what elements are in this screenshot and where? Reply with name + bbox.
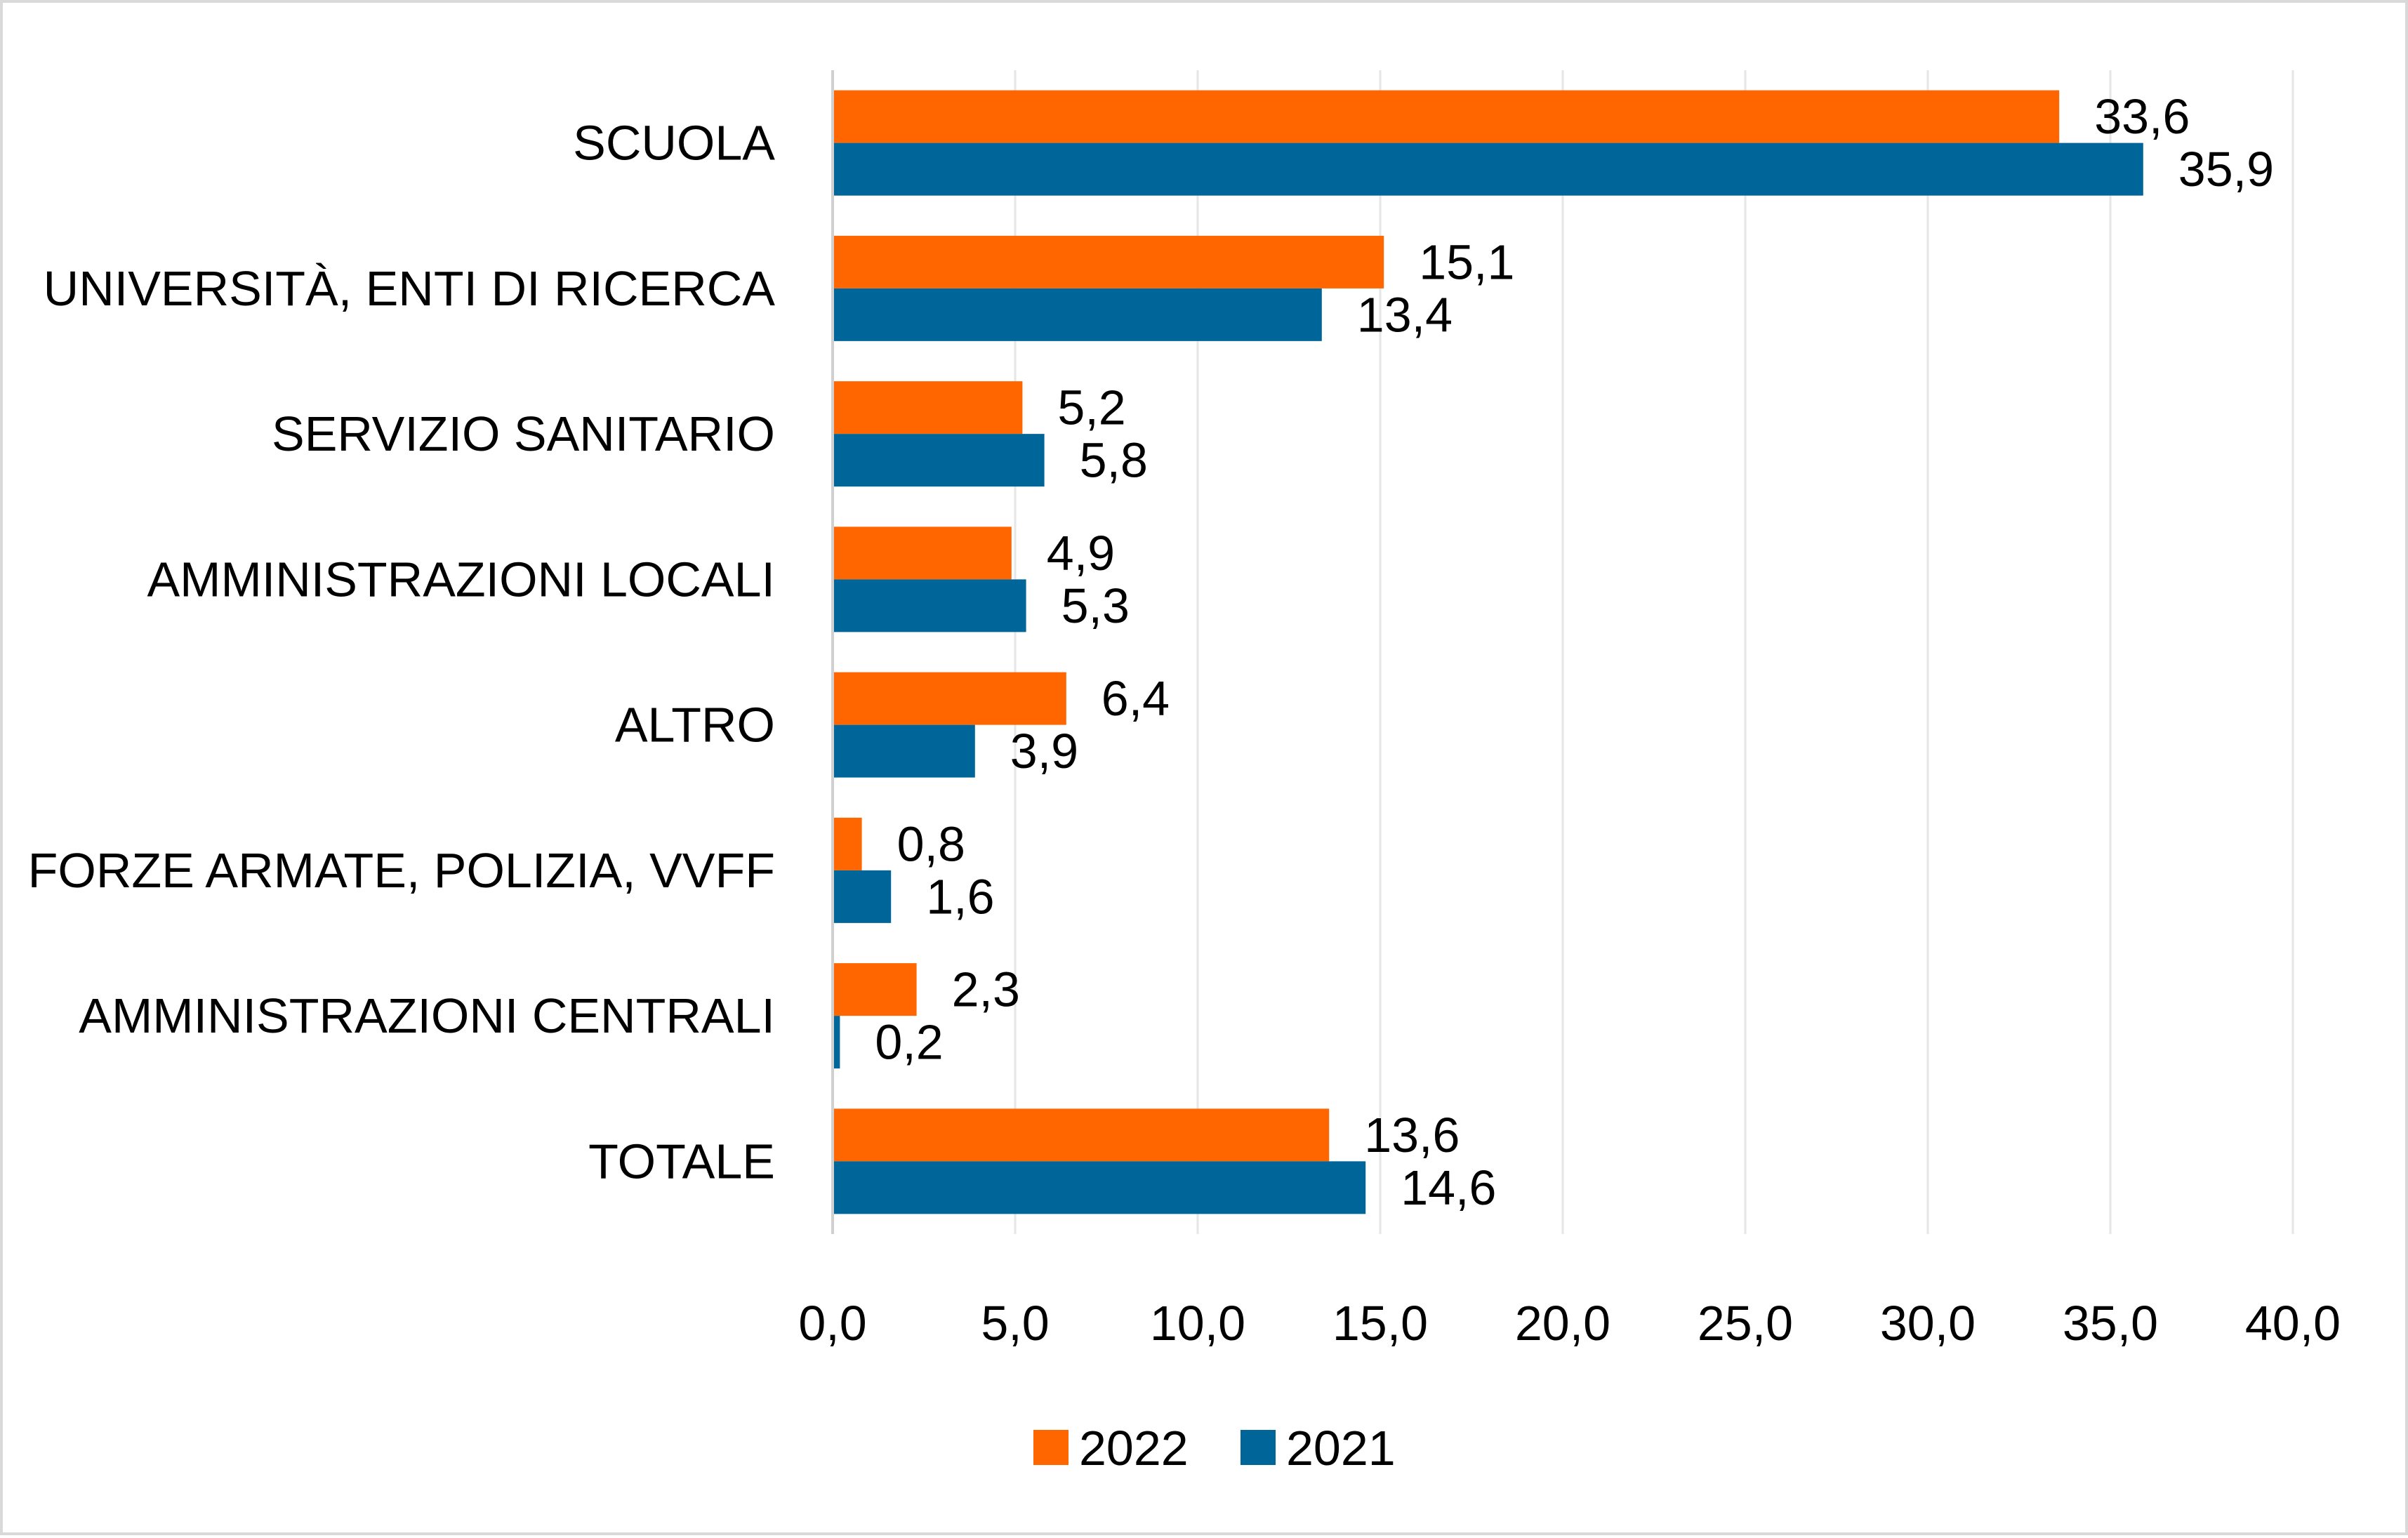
data-label-2021-amministrazioni-locali: 5,3: [1061, 578, 1130, 633]
bar-2022-amministrazioni-locali: [833, 526, 1012, 580]
bar-chart: 0,0 5,0 10,0 15,0 20,0 25,0 30,0 35,0 40,0 SCUOL…: [28, 70, 2341, 1476]
data-label-2021-scuola: 35,9: [2178, 142, 2274, 197]
bar-2021-servizio-sanitario: [833, 434, 1045, 487]
axes: 0,0 5,0 10,0 15,0 20,0 25,0 30,0 35,0 40,0: [798, 70, 2341, 1351]
data-label-2021-forze-armate-polizia-vvff: 1,6: [926, 869, 994, 924]
legend-swatch-2021: [1241, 1430, 1276, 1465]
labels: SCUOLA 33,635,9 UNIVERSITÀ, ENTI DI RICERC…: [28, 89, 2274, 1215]
bar-2022-servizio-sanitario: [833, 381, 1023, 435]
bar-2021-altro: [833, 724, 975, 778]
data-label-2022-forze-armate-polizia-vvff: 0,8: [897, 816, 965, 871]
x-tick-label: 10,0: [1150, 1296, 1245, 1351]
x-tick-label: 25,0: [1698, 1296, 1793, 1351]
x-tick-label: 35,0: [2063, 1296, 2158, 1351]
category-label-altro: ALTRO: [615, 698, 775, 753]
bar-2022-altro: [833, 672, 1066, 725]
category-label-totale: TOTALE: [588, 1134, 775, 1188]
bar-2021-universita-enti-di-ricerca: [833, 288, 1322, 341]
x-tick-label: 0,0: [798, 1296, 866, 1351]
data-label-2021-amministrazioni-centrali: 0,2: [875, 1015, 943, 1070]
bar-2022-forze-armate-polizia-vvff: [833, 817, 862, 870]
category-label-forze-armate-polizia-vvff: FORZE ARMATE, POLIZIA, VVFF: [28, 843, 775, 898]
legend-label-2022: 2022: [1079, 1421, 1189, 1476]
bar-2021-amministrazioni-locali: [833, 579, 1026, 632]
category-label-amministrazioni-locali: AMMINISTRAZIONI LOCALI: [147, 552, 775, 606]
data-label-2022-altro: 6,4: [1102, 671, 1170, 726]
legend: 2022 2021: [1033, 1421, 1396, 1476]
category-label-servizio-sanitario: SERVIZIO SANITARIO: [272, 406, 775, 461]
legend-swatch-2022: [1033, 1430, 1069, 1465]
bar-2021-forze-armate-polizia-vvff: [833, 870, 892, 923]
x-tick-label: 40,0: [2245, 1296, 2341, 1351]
data-label-2022-universita-enti-di-ricerca: 15,1: [1419, 234, 1514, 289]
bar-2021-scuola: [833, 142, 2143, 196]
bars: [833, 90, 2143, 1214]
data-label-2021-universita-enti-di-ricerca: 13,4: [1357, 287, 1453, 342]
data-label-2022-amministrazioni-locali: 4,9: [1047, 526, 1115, 581]
data-label-2022-servizio-sanitario: 5,2: [1057, 380, 1125, 435]
x-tick-label: 30,0: [1880, 1296, 1976, 1351]
bar-2022-totale: [833, 1108, 1330, 1162]
data-label-2022-totale: 13,6: [1364, 1108, 1460, 1162]
data-label-2021-totale: 14,6: [1401, 1160, 1496, 1215]
data-label-2022-scuola: 33,6: [2094, 89, 2190, 144]
category-label-universita-enti-di-ricerca: UNIVERSITÀ, ENTI DI RICERCA: [44, 261, 776, 316]
bar-2022-scuola: [833, 90, 2060, 143]
legend-label-2021: 2021: [1286, 1421, 1396, 1476]
category-label-amministrazioni-centrali: AMMINISTRAZIONI CENTRALI: [79, 988, 775, 1043]
data-label-2021-altro: 3,9: [1010, 724, 1078, 778]
x-tick-label: 20,0: [1515, 1296, 1610, 1351]
bar-2021-totale: [833, 1161, 1366, 1214]
bar-2021-amministrazioni-centrali: [833, 1016, 840, 1069]
category-label-scuola: SCUOLA: [573, 116, 775, 171]
data-label-2022-amministrazioni-centrali: 2,3: [952, 962, 1020, 1017]
x-tick-label: 5,0: [981, 1296, 1049, 1351]
x-tick-label: 15,0: [1332, 1296, 1428, 1351]
bar-2022-universita-enti-di-ricerca: [833, 235, 1384, 289]
data-label-2021-servizio-sanitario: 5,8: [1080, 433, 1148, 488]
bar-2022-amministrazioni-centrali: [833, 963, 917, 1016]
